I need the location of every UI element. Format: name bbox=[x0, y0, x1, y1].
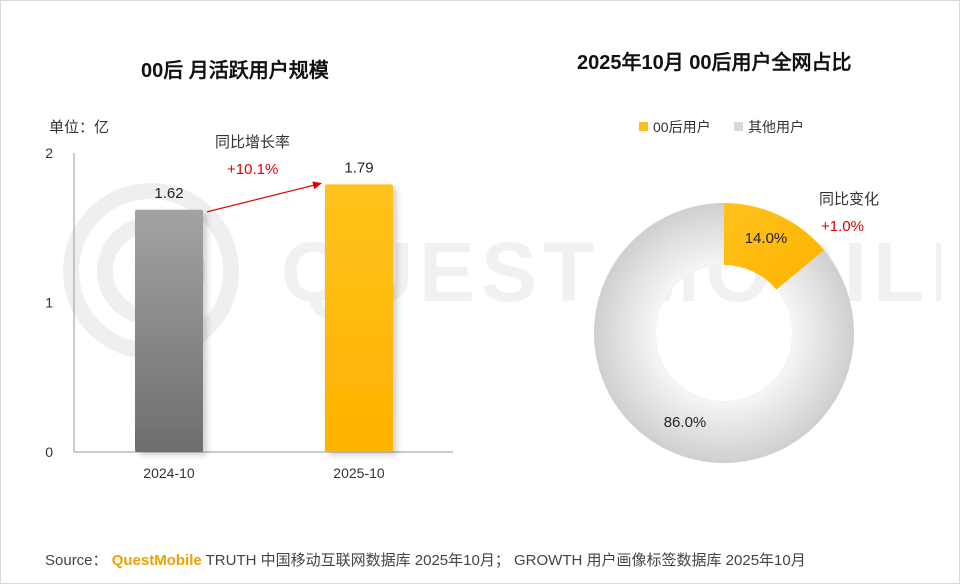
donut-slice-00-users bbox=[724, 203, 825, 290]
x-tick-label: 2025-10 bbox=[333, 465, 385, 481]
donut-chart-title: 2025年10月 00后用户全网占比 bbox=[577, 52, 852, 74]
growth-rate-value: +10.1% bbox=[227, 161, 278, 178]
growth-arrow bbox=[206, 181, 322, 213]
bar-2025-10 bbox=[325, 184, 393, 452]
unit-label: 单位：亿 bbox=[49, 119, 109, 136]
slice-label-00: 14.0% bbox=[745, 230, 788, 247]
bar-2024-10 bbox=[135, 209, 203, 452]
change-value: +1.0% bbox=[821, 218, 864, 235]
legend-label-others: 其他用户 bbox=[748, 119, 804, 135]
bar-chart-title: 00后 月活跃用户规模 bbox=[141, 60, 329, 82]
bar-value-label: 1.79 bbox=[344, 159, 373, 176]
y-tick-label: 2 bbox=[45, 145, 53, 161]
change-label: 同比变化 bbox=[819, 191, 879, 208]
slice-label-others: 86.0% bbox=[664, 414, 707, 431]
growth-rate-label: 同比增长率 bbox=[215, 134, 290, 151]
source-prefix: Source： bbox=[45, 552, 108, 569]
x-tick-label: 2024-10 bbox=[143, 465, 195, 481]
y-tick-label: 0 bbox=[45, 444, 53, 460]
bar-value-label: 1.62 bbox=[154, 185, 183, 202]
source-brand: QuestMobile bbox=[111, 552, 202, 569]
legend-swatch-00 bbox=[639, 122, 648, 131]
bar-chart: 单位：亿 0 1 2 1.62 1.79 2024-10 2025-10 同比增… bbox=[45, 119, 453, 481]
legend-label-00: 00后用户 bbox=[653, 119, 711, 135]
source-text: TRUTH 中国移动互联网数据库 2025年10月； GROWTH 用户画像标签… bbox=[205, 552, 806, 569]
legend-swatch-others bbox=[734, 122, 743, 131]
source-line: Source： QuestMobile TRUTH 中国移动互联网数据库 202… bbox=[45, 549, 806, 570]
donut-slice-other-users bbox=[594, 203, 855, 463]
donut-chart: 00后用户 其他用户 14.0% 86.0% 同比变化 +1.0% bbox=[594, 119, 879, 463]
y-tick-label: 1 bbox=[45, 295, 53, 311]
